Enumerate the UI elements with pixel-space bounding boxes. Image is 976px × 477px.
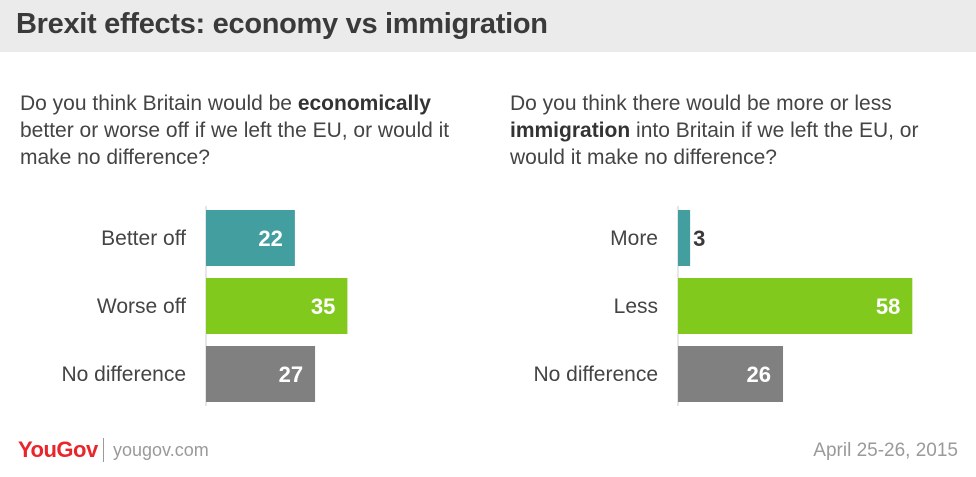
question-immigration-pre: Do you think there would be more or less	[510, 92, 892, 115]
immigration-category-label: More	[610, 227, 658, 250]
title-bar: Brexit effects: economy vs immigration	[0, 0, 976, 52]
immigration-bar	[678, 210, 691, 266]
immigration-category-label: Less	[614, 295, 658, 318]
question-immigration-post: into Britain if we left the EU, or would…	[510, 119, 919, 169]
question-economy-pre: Do you think Britain would be	[20, 92, 298, 115]
question-immigration-bold: immigration	[510, 119, 631, 142]
question-immigration: Do you think there would be more or less…	[510, 90, 970, 171]
chart-title: Brexit effects: economy vs immigration	[16, 8, 548, 40]
immigration-value-label: 58	[876, 294, 900, 319]
immigration-value-label: 26	[747, 362, 771, 387]
question-economy-bold: economically	[297, 92, 431, 115]
question-economy: Do you think Britain would be economical…	[20, 90, 480, 171]
economy-bar	[206, 346, 316, 402]
economy-category-label: Better off	[101, 227, 186, 250]
economy-value-label: 22	[258, 226, 282, 251]
economy-category-label: Worse off	[97, 295, 186, 318]
footer-divider	[103, 438, 104, 462]
economy-bar	[206, 278, 348, 334]
immigration-value-label: 3	[693, 226, 705, 251]
yougov-logo: YouGov	[18, 437, 98, 462]
economy-category-label: No difference	[61, 363, 186, 386]
immigration-category-label: No difference	[533, 363, 658, 386]
economy-value-label: 27	[279, 362, 303, 387]
question-economy-post: better or worse off if we left the EU, o…	[20, 119, 450, 169]
immigration-bar	[678, 278, 913, 334]
immigration-bar	[678, 346, 784, 402]
footer-site-link[interactable]: yougov.com	[113, 440, 209, 460]
economy-value-label: 35	[311, 294, 335, 319]
economy-bar	[206, 210, 295, 266]
footer-date: April 25-26, 2015	[813, 440, 958, 461]
